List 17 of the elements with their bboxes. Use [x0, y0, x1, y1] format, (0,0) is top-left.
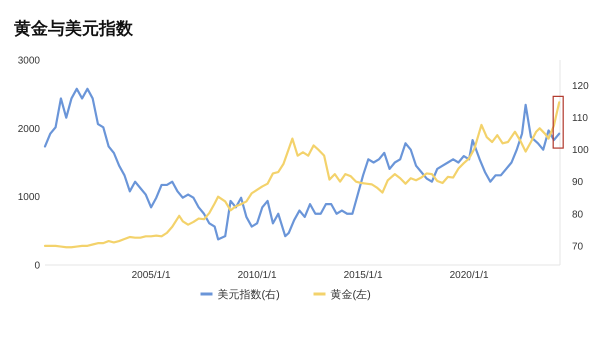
- y-tick-label: 2000: [18, 124, 40, 135]
- y2-tick-label: 100: [572, 145, 590, 156]
- x-tick-label: 2010/1/1: [238, 270, 277, 281]
- y2-tick-label: 110: [572, 113, 588, 124]
- x-tick-label: 2005/1/1: [132, 270, 171, 281]
- y-tick-label: 1000: [18, 192, 40, 204]
- y2-tick-label: 80: [572, 209, 584, 220]
- y-tick-label: 0: [34, 260, 40, 272]
- x-tick-label: 2020/1/1: [450, 270, 489, 281]
- legend-label: 美元指数(右): [218, 288, 280, 301]
- legend-label: 黄金(左): [330, 288, 371, 301]
- y2-tick-label: 90: [572, 177, 584, 188]
- chart-title: 黄金与美元指数: [13, 19, 134, 38]
- x-tick-label: 2015/1/1: [344, 270, 383, 281]
- y2-tick-label: 120: [572, 81, 590, 92]
- y-tick-label: 3000: [18, 56, 40, 66]
- y2-tick-label: 70: [572, 241, 584, 252]
